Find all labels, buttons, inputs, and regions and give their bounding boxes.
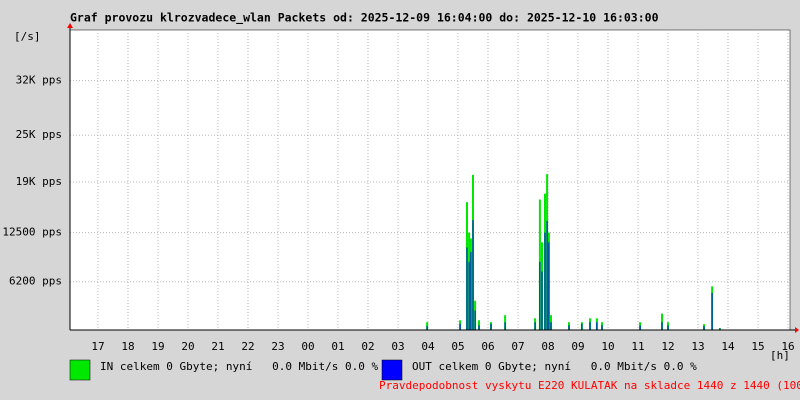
x-tick-label: 09 [571, 340, 584, 353]
bar [466, 247, 468, 330]
bar [703, 326, 705, 330]
x-tick-label: 19 [151, 340, 164, 353]
x-unit: [h] [770, 349, 790, 362]
bar [541, 271, 543, 330]
bar [470, 252, 472, 330]
x-tick-label: 13 [691, 340, 704, 353]
bar [589, 322, 591, 330]
y-tick-label: 32K pps [16, 74, 62, 87]
bar [477, 320, 480, 330]
y-arrow [67, 23, 73, 28]
y-tick-label: 19K pps [16, 175, 62, 188]
x-tick-label: 01 [331, 340, 344, 353]
bar [601, 325, 603, 330]
x-tick-label: 21 [211, 340, 224, 353]
y-tick-label: 12500 pps [2, 226, 62, 239]
bar [459, 323, 461, 330]
bar [539, 261, 541, 330]
x-tick-label: 22 [241, 340, 254, 353]
x-tick-label: 17 [91, 340, 104, 353]
bar [490, 323, 492, 330]
y-unit: [/s] [14, 30, 41, 43]
bar [504, 322, 506, 330]
bar [667, 325, 669, 330]
bar [568, 325, 570, 330]
bar [478, 325, 480, 330]
marks [426, 174, 721, 330]
x-tick-label: 16 [781, 340, 794, 353]
bar [581, 323, 583, 330]
x-tick-label: 10 [601, 340, 614, 353]
x-tick-label: 06 [481, 340, 494, 353]
bar [660, 313, 663, 330]
x-arrow [795, 327, 799, 333]
legend-label: OUT celkem 0 Gbyte; nyní 0.0 Mbit/s 0.0 … [412, 360, 697, 373]
x-tick-label: 12 [661, 340, 674, 353]
bar [544, 232, 546, 330]
legend-swatch [69, 359, 91, 381]
grid [70, 30, 790, 330]
bar [661, 322, 663, 330]
x-tick-label: 04 [421, 340, 435, 353]
bar [426, 326, 428, 330]
bar [546, 220, 548, 330]
bar [534, 322, 536, 330]
bar [711, 292, 713, 330]
x-tick-label: 02 [361, 340, 374, 353]
note: Pravdepodobnost vyskytu E220 KULATAK na … [379, 379, 800, 392]
x-tick-label: 07 [511, 340, 524, 353]
x-tick-label: 05 [451, 340, 464, 353]
legend-label: IN celkem 0 Gbyte; nyní 0.0 Mbit/s 0.0 % [100, 360, 379, 373]
x-tick-label: 00 [301, 340, 314, 353]
bar [550, 322, 552, 330]
x-tick-label: 23 [271, 340, 284, 353]
bar [474, 310, 476, 330]
x-tick-label: 08 [541, 340, 554, 353]
y-tick-label: 6200 pps [9, 275, 62, 288]
bar [639, 325, 641, 330]
legend-swatch [381, 359, 403, 381]
x-tick-label: 20 [181, 340, 194, 353]
plot-area [69, 29, 791, 331]
bar [472, 220, 474, 330]
x-tick-label: 03 [391, 340, 404, 353]
bar [596, 322, 598, 330]
x-tick-label: 11 [631, 340, 644, 353]
x-tick-label: 14 [721, 340, 735, 353]
bar [719, 328, 721, 330]
bar [468, 261, 470, 330]
chart-title: Graf provozu klrozvadece_wlan Packets od… [70, 11, 659, 26]
x-tick-label: 15 [751, 340, 764, 353]
y-tick-label: 25K pps [16, 128, 62, 141]
x-tick-label: 18 [121, 340, 134, 353]
bar [548, 242, 550, 330]
